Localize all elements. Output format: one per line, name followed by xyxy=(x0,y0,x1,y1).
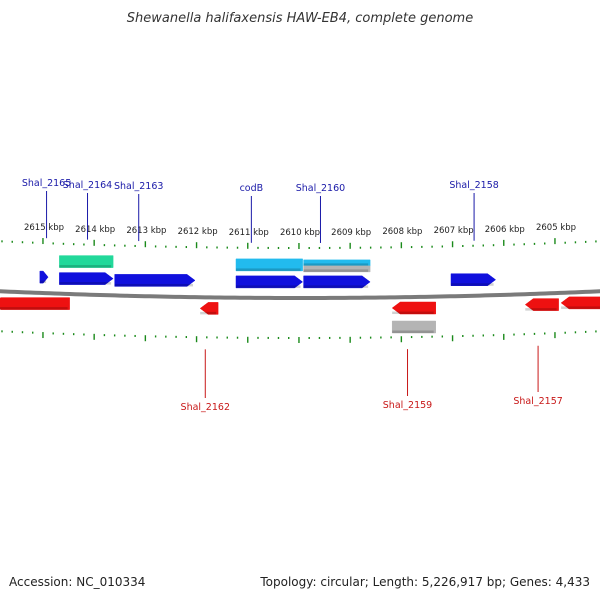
gene-shadow xyxy=(451,283,494,286)
scale-label: 2613 kbp xyxy=(126,226,166,236)
gene-label-shal_2164[interactable]: Shal_2164 xyxy=(63,180,112,191)
gene-shadow xyxy=(303,263,369,266)
gene-shadow xyxy=(114,283,194,287)
scale-label: 2614 kbp xyxy=(75,225,115,235)
scale-label: 2610 kbp xyxy=(280,228,320,238)
gene-shadow xyxy=(59,265,112,268)
gene-feature-12 xyxy=(199,302,219,315)
scale-label: 2605 kbp xyxy=(536,223,576,233)
gene-feature-1 xyxy=(39,270,49,284)
gene-shadow xyxy=(392,330,434,334)
gene-feature-4 xyxy=(235,275,304,289)
scale-label: 2611 kbp xyxy=(229,228,269,238)
genome-summary: Topology: circular; Length: 5,226,917 bp… xyxy=(259,575,590,589)
scale-ticks-top xyxy=(1,238,597,249)
gene-shadow xyxy=(59,282,112,285)
scale-label: 2607 kbp xyxy=(434,226,474,236)
gene-feature-3 xyxy=(114,274,196,287)
accession-label: Accession: NC_010334 xyxy=(9,575,145,589)
gene-shadow xyxy=(392,311,434,315)
scale-labels: 2615 kbp 2614 kbp 2613 kbp 2612 kbp 2611 kbp… xyxy=(24,223,576,238)
scale-label: 2606 kbp xyxy=(485,225,525,235)
gene-feature-10 xyxy=(303,265,371,273)
gene-label-shal_2160[interactable]: Shal_2160 xyxy=(296,183,345,194)
gene-feature-13 xyxy=(391,301,436,315)
gene-feature-8 xyxy=(235,258,303,272)
gene-label-shal_2158[interactable]: Shal_2158 xyxy=(449,180,498,191)
gene-features xyxy=(0,255,600,334)
gene-shadow xyxy=(303,285,369,288)
gene-label-codb[interactable]: codB xyxy=(240,183,264,194)
gene-feature-2 xyxy=(59,272,114,285)
gene-shadow xyxy=(303,269,369,272)
scale-label: 2612 kbp xyxy=(178,227,218,237)
gene-label-shal_2165[interactable]: Shal_2165 xyxy=(22,178,71,189)
gene-shadow xyxy=(0,307,68,310)
gene-feature-15 xyxy=(524,298,559,311)
gene-label-shal_2163[interactable]: Shal_2163 xyxy=(114,181,163,192)
scale-label: 2609 kbp xyxy=(331,228,371,238)
gene-shadow xyxy=(236,268,301,271)
gene-feature-5 xyxy=(303,275,371,289)
gene-shadow xyxy=(525,308,557,311)
scale-label: 2608 kbp xyxy=(382,227,422,237)
gene-label-shal_2157[interactable]: Shal_2157 xyxy=(513,396,562,407)
gene-feature-14 xyxy=(391,320,436,334)
scale-ticks-bottom xyxy=(1,330,597,343)
gene-shadow xyxy=(236,285,301,288)
gene-label-shal_2159[interactable]: Shal_2159 xyxy=(383,400,432,411)
gene-shadow xyxy=(561,306,600,309)
gene-shadow xyxy=(200,311,217,315)
gene-feature-16 xyxy=(560,296,600,310)
gene-label-shal_2162[interactable]: Shal_2162 xyxy=(181,402,230,413)
map-title: Shewanella halifaxensis HAW-EB4, complet… xyxy=(127,11,473,26)
gene-feature-6 xyxy=(450,273,497,286)
genome-backbone xyxy=(0,289,600,300)
gene-shadow xyxy=(39,280,47,284)
gene-feature-7 xyxy=(59,255,114,268)
gene-feature-11 xyxy=(0,297,70,310)
scale-label: 2615 kbp xyxy=(24,223,64,233)
